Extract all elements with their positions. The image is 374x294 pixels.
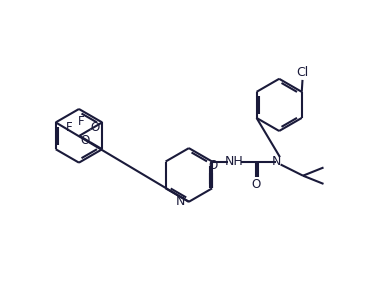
Text: O: O [251,178,260,191]
Text: Cl: Cl [296,66,309,79]
Text: N: N [272,155,281,168]
Text: N: N [176,195,186,208]
Text: O: O [208,159,217,172]
Text: F: F [78,115,85,128]
Text: O: O [91,121,100,134]
Text: F: F [65,121,72,134]
Text: O: O [81,134,90,147]
Text: NH: NH [225,155,244,168]
